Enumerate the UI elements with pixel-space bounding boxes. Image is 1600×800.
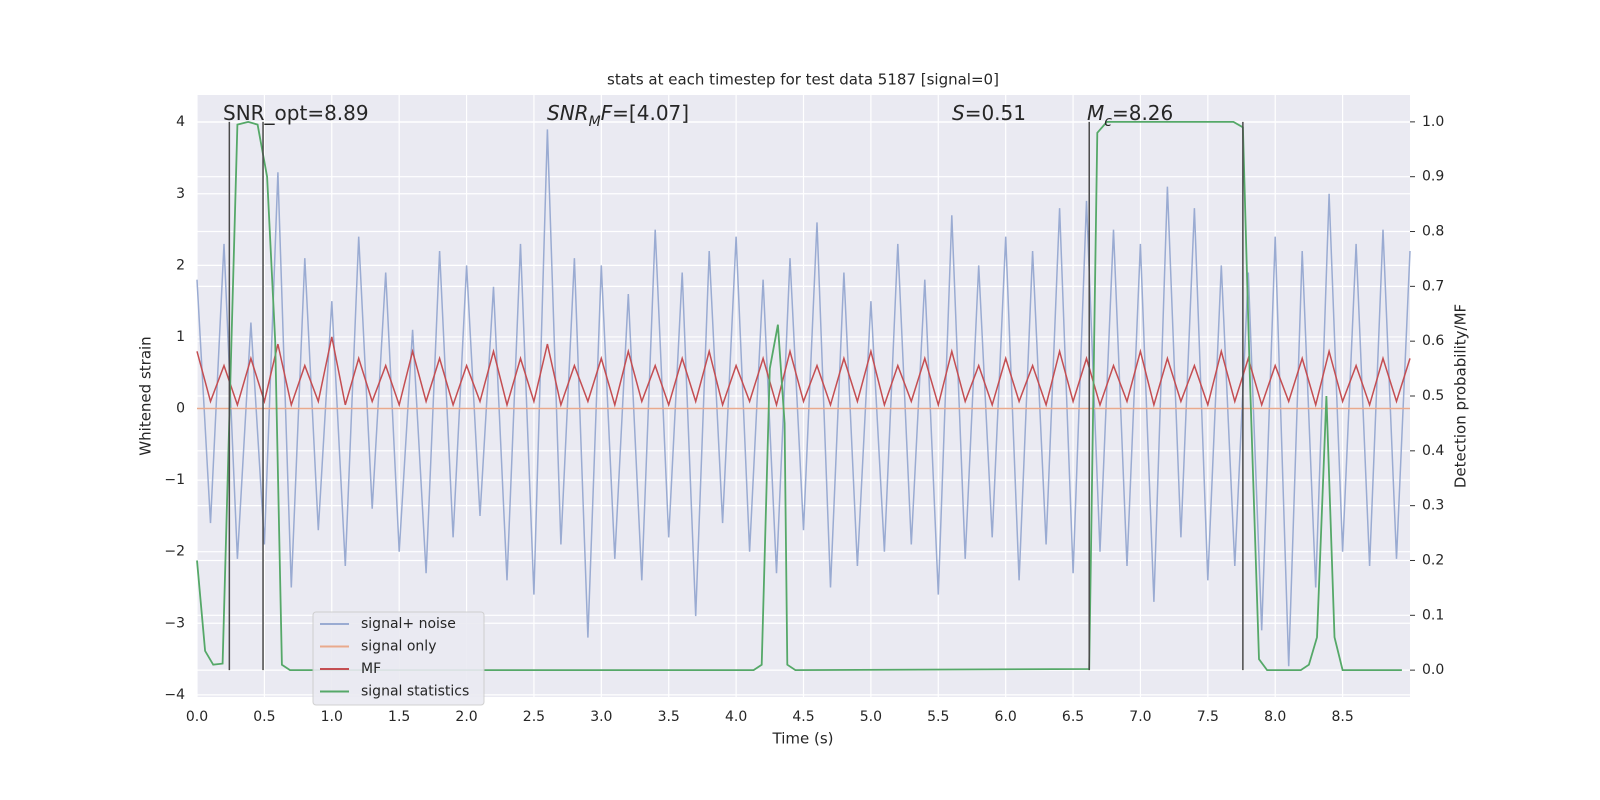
annotation-part: =0.51 (965, 101, 1026, 125)
x-tick-label: 6.0 (995, 709, 1017, 725)
x-tick-label: 8.0 (1264, 709, 1286, 725)
annotation: S=0.51 (952, 101, 1026, 125)
annotation-part: F (601, 101, 613, 125)
x-tick-label: 8.5 (1331, 709, 1353, 725)
y2-tick-label: 0.8 (1422, 224, 1444, 240)
y-tick-label: −2 (164, 544, 185, 560)
annotation-part: =[4.07] (612, 101, 689, 125)
y-tick-label: −3 (164, 615, 185, 631)
y2-tick-label: 0.7 (1422, 278, 1444, 294)
annotation-part: c (1104, 114, 1112, 130)
chart-title: stats at each timestep for test data 518… (607, 71, 999, 89)
x-tick-label: 3.5 (658, 709, 680, 725)
x-tick-label: 5.0 (860, 709, 882, 725)
x-tick-label: 7.5 (1197, 709, 1219, 725)
annotation-part: M (1087, 101, 1104, 125)
x-tick-label: 1.0 (321, 709, 343, 725)
x-tick-label: 5.5 (927, 709, 949, 725)
y-tick-label: −4 (164, 687, 185, 703)
legend-box (312, 611, 485, 706)
legend-label: signal only (361, 639, 436, 655)
annotation-part: =8.26 (1112, 101, 1173, 125)
y-tick-label: 0 (176, 401, 185, 417)
legend-label: signal statistics (361, 684, 469, 700)
annotation: Mc=8.26 (1087, 101, 1173, 131)
y-tick-label: −1 (164, 472, 185, 488)
x-tick-label: 1.5 (388, 709, 410, 725)
series-line (196, 120, 1402, 672)
y-tick-label: 3 (176, 186, 185, 202)
legend-label: signal+ noise (361, 616, 456, 632)
annotation: SNRMF=[4.07] (547, 101, 689, 131)
y2-tick-label: 0.5 (1422, 388, 1444, 404)
y-axis-label: Whitened strain (137, 336, 155, 455)
y2-tick-label: 0.9 (1422, 169, 1444, 185)
y2-tick-label: 0.2 (1422, 552, 1444, 568)
x-tick-label: 0.0 (186, 709, 208, 725)
y2-tick-label: 0.1 (1422, 607, 1444, 623)
y-tick-label: 4 (176, 114, 185, 130)
y2-tick-label: 0.3 (1422, 498, 1444, 514)
x-tick-label: 7.0 (1129, 709, 1151, 725)
x-tick-label: 0.5 (253, 709, 275, 725)
x-tick-label: 3.0 (590, 709, 612, 725)
y-tick-label: 2 (176, 257, 185, 273)
x-tick-label: 2.0 (455, 709, 477, 725)
y2-tick-label: 0.6 (1422, 333, 1444, 349)
y2-axis-label: Detection probability/MF (1452, 304, 1470, 488)
x-tick-label: 2.5 (523, 709, 545, 725)
annotation-part: SNR (547, 101, 589, 125)
x-tick-label: 4.0 (725, 709, 747, 725)
y2-tick-label: 1.0 (1422, 114, 1444, 130)
y2-tick-label: 0.4 (1422, 443, 1444, 459)
series-line (196, 129, 1411, 667)
legend-label: MF (361, 661, 381, 677)
y2-tick-label: 0.0 (1422, 662, 1444, 678)
series-line (196, 336, 1411, 408)
y-tick-label: 1 (176, 329, 185, 345)
annotation-part: SNR_opt=8.89 (223, 101, 369, 125)
annotation: SNR_opt=8.89 (223, 101, 369, 125)
annotation-part: S (952, 101, 965, 125)
annotation-part: M (589, 114, 601, 130)
x-tick-label: 6.5 (1062, 709, 1084, 725)
x-axis-label: Time (s) (772, 730, 834, 748)
x-tick-label: 4.5 (792, 709, 814, 725)
